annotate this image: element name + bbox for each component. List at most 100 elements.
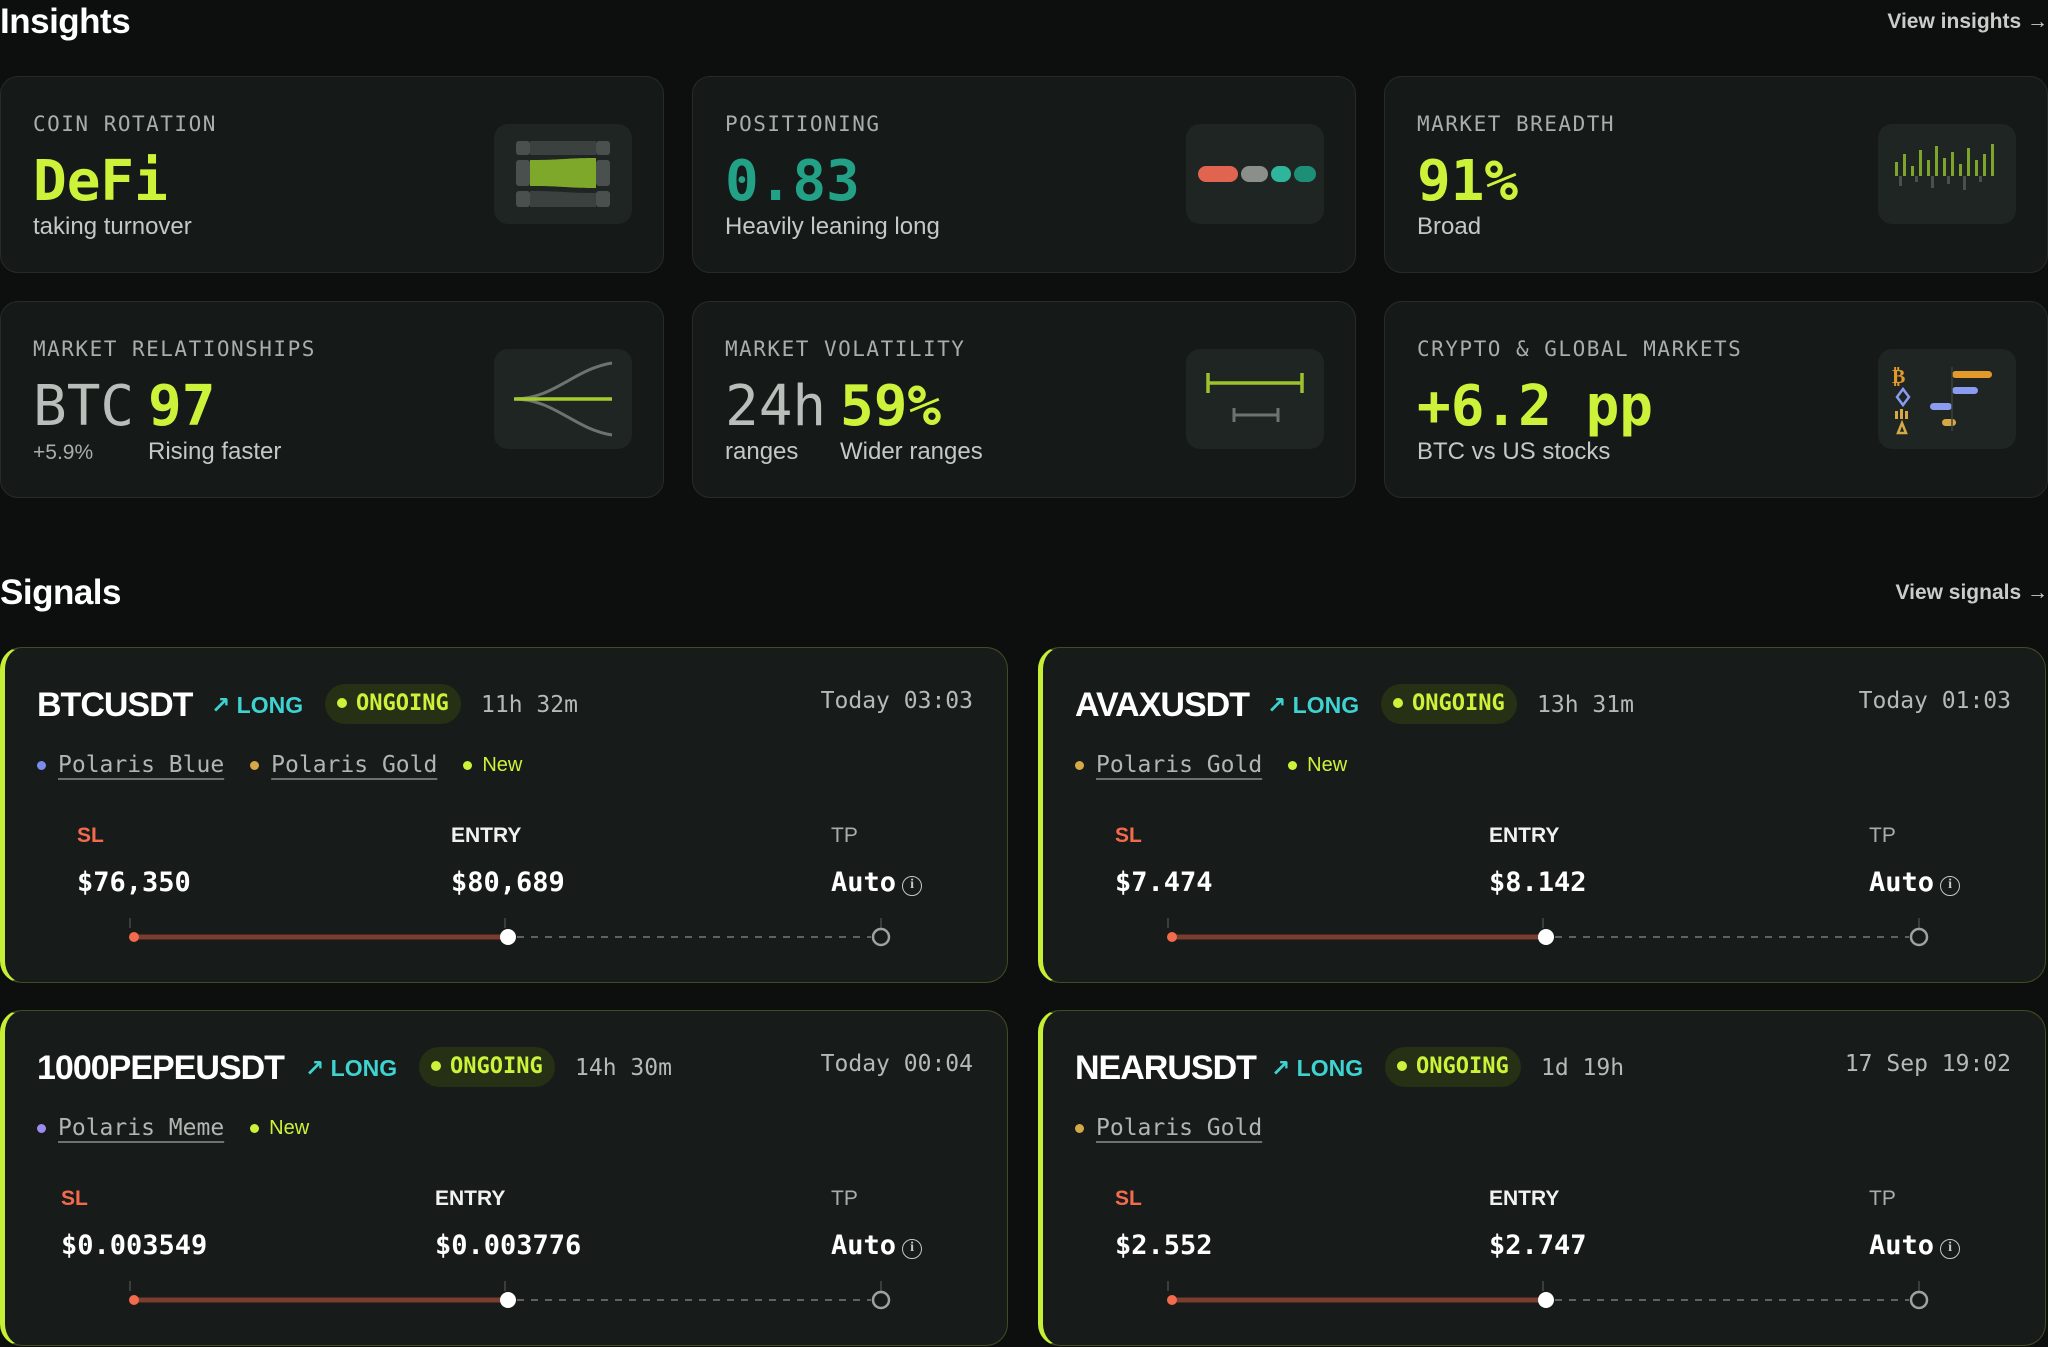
insight-sub: Heavily leaning long	[725, 213, 940, 240]
tp-value: Auto i	[831, 1230, 923, 1261]
insight-value: 97	[148, 374, 216, 439]
insight-prefix-sub: ranges	[725, 438, 799, 465]
info-icon[interactable]: i	[902, 876, 923, 896]
sl-label: SL	[1115, 824, 1142, 847]
strategy-tag[interactable]: Polaris Gold	[250, 752, 437, 778]
arrow-up-right-icon: ↗	[1267, 692, 1293, 718]
insight-sub: BTC vs US stocks	[1417, 438, 1611, 465]
insight-label: MARKET BREADTH	[1417, 112, 1616, 136]
insight-card-crypto-global[interactable]: CRYPTO & GLOBAL MARKETS +6.2 pp BTC vs U…	[1384, 301, 2048, 498]
arrow-up-right-icon: ↗	[211, 692, 237, 718]
sl-label: SL	[1115, 1187, 1142, 1210]
signal-symbol: 1000PEPEUSDT	[37, 1049, 285, 1087]
signal-symbol: NEARUSDT	[1075, 1049, 1257, 1087]
status-badge: ONGOING	[325, 684, 461, 724]
bars-icon	[1878, 124, 2016, 224]
tp-label: TP	[1869, 824, 1896, 847]
signals-header: Signals View signals →	[0, 573, 2048, 613]
insight-label: MARKET RELATIONSHIPS	[33, 337, 316, 361]
signal-tags: Polaris Gold	[1075, 1115, 1288, 1141]
info-icon[interactable]: i	[1940, 876, 1961, 896]
view-signals-link[interactable]: View signals →	[1895, 581, 2048, 604]
insight-card-market-volatility[interactable]: MARKET VOLATILITY 24h 59% ranges Wider r…	[692, 301, 1356, 498]
entry-value: $80,689	[451, 867, 565, 898]
entry-value: $8.142	[1489, 867, 1587, 898]
signal-card-avaxusdt[interactable]: AVAXUSDT ↗ LONG ONGOING 13h 31m Today 01…	[1038, 647, 2046, 983]
signal-elapsed: 14h 30m	[575, 1055, 672, 1081]
info-icon[interactable]: i	[902, 1239, 923, 1259]
entry-label: ENTRY	[1489, 824, 1560, 847]
signal-tags: Polaris Blue Polaris Gold New	[37, 752, 522, 778]
status-badge: ONGOING	[419, 1047, 555, 1087]
insight-sub: Broad	[1417, 213, 1482, 240]
arrow-up-right-icon: ↗	[305, 1055, 331, 1081]
strategy-tag[interactable]: Polaris Gold	[1075, 1115, 1262, 1141]
sl-value: $0.003549	[61, 1230, 208, 1261]
new-badge: New	[250, 1117, 309, 1140]
tp-label: TP	[831, 1187, 858, 1210]
insight-prefix: 24h	[725, 374, 827, 439]
range-bars-icon	[1186, 349, 1324, 449]
insight-value: 91%	[1417, 149, 1519, 214]
status-badge: ONGOING	[1381, 684, 1517, 724]
signal-tags: Polaris Meme New	[37, 1115, 309, 1141]
insight-prefix-sub: +5.9%	[33, 441, 94, 464]
insight-prefix: BTC	[33, 374, 135, 439]
insight-sub: taking turnover	[33, 213, 192, 240]
strategy-tag[interactable]: Polaris Meme	[37, 1115, 224, 1141]
signal-symbol: AVAXUSDT	[1075, 686, 1250, 724]
signal-card-1000pepeusdt[interactable]: 1000PEPEUSDT ↗ LONG ONGOING 14h 30m Toda…	[0, 1010, 1008, 1346]
svg-text:₿: ₿	[1892, 364, 1905, 388]
signal-timestamp: Today 03:03	[820, 688, 973, 714]
insight-label: POSITIONING	[725, 112, 881, 136]
signal-elapsed: 1d 19h	[1541, 1055, 1625, 1081]
info-icon[interactable]: i	[1940, 1239, 1961, 1259]
signal-card-btcusdt[interactable]: BTCUSDT ↗ LONG ONGOING 11h 32m Today 03:…	[0, 647, 1008, 983]
strategy-tag[interactable]: Polaris Blue	[37, 752, 224, 778]
signal-direction: ↗ LONG	[305, 1055, 398, 1081]
status-badge: ONGOING	[1385, 1047, 1521, 1087]
entry-label: ENTRY	[451, 824, 522, 847]
insight-card-coin-rotation[interactable]: COIN ROTATION DeFi taking turnover	[0, 76, 664, 273]
insights-header: Insights View insights →	[0, 2, 2048, 42]
entry-value: $2.747	[1489, 1230, 1587, 1261]
entry-label: ENTRY	[1489, 1187, 1560, 1210]
insight-value: 0.83	[725, 149, 860, 214]
signal-timestamp: Today 01:03	[1858, 688, 2011, 714]
price-track	[1043, 918, 2048, 948]
sl-value: $76,350	[77, 867, 191, 898]
price-track	[5, 1281, 1013, 1311]
new-badge: New	[1288, 754, 1347, 777]
insight-card-market-relationships[interactable]: MARKET RELATIONSHIPS BTC 97 +5.9% Rising…	[0, 301, 664, 498]
insight-card-market-breadth[interactable]: MARKET BREADTH 91% Broad	[1384, 76, 2048, 273]
sl-value: $7.474	[1115, 867, 1213, 898]
signal-direction: ↗ LONG	[1271, 1055, 1364, 1081]
signal-direction: ↗ LONG	[211, 692, 304, 718]
signal-timestamp: Today 00:04	[820, 1051, 973, 1077]
tp-value: Auto i	[831, 867, 923, 898]
ratio-pills-icon	[1186, 124, 1324, 224]
diverging-lines-icon	[494, 349, 632, 449]
asset-bars-icon: ₿	[1878, 349, 2016, 449]
insights-title: Insights	[0, 2, 131, 41]
insight-sub: Wider ranges	[840, 438, 983, 465]
signal-card-nearusdt[interactable]: NEARUSDT ↗ LONG ONGOING 1d 19h 17 Sep 19…	[1038, 1010, 2046, 1346]
price-track	[5, 918, 1013, 948]
arrow-up-right-icon: ↗	[1271, 1055, 1297, 1081]
sankey-flow-icon	[494, 124, 632, 224]
tp-label: TP	[831, 824, 858, 847]
insight-value: 59%	[840, 374, 942, 439]
sl-value: $2.552	[1115, 1230, 1213, 1261]
view-insights-link[interactable]: View insights →	[1887, 10, 2048, 33]
insight-label: MARKET VOLATILITY	[725, 337, 966, 361]
insight-label: CRYPTO & GLOBAL MARKETS	[1417, 337, 1743, 361]
signal-elapsed: 11h 32m	[481, 692, 578, 718]
new-badge: New	[463, 754, 522, 777]
strategy-tag[interactable]: Polaris Gold	[1075, 752, 1262, 778]
insight-value: +6.2 pp	[1417, 374, 1654, 439]
entry-label: ENTRY	[435, 1187, 506, 1210]
price-track	[1043, 1281, 2048, 1311]
signals-title: Signals	[0, 573, 121, 612]
signal-tags: Polaris Gold New	[1075, 752, 1347, 778]
insight-card-positioning[interactable]: POSITIONING 0.83 Heavily leaning long	[692, 76, 1356, 273]
